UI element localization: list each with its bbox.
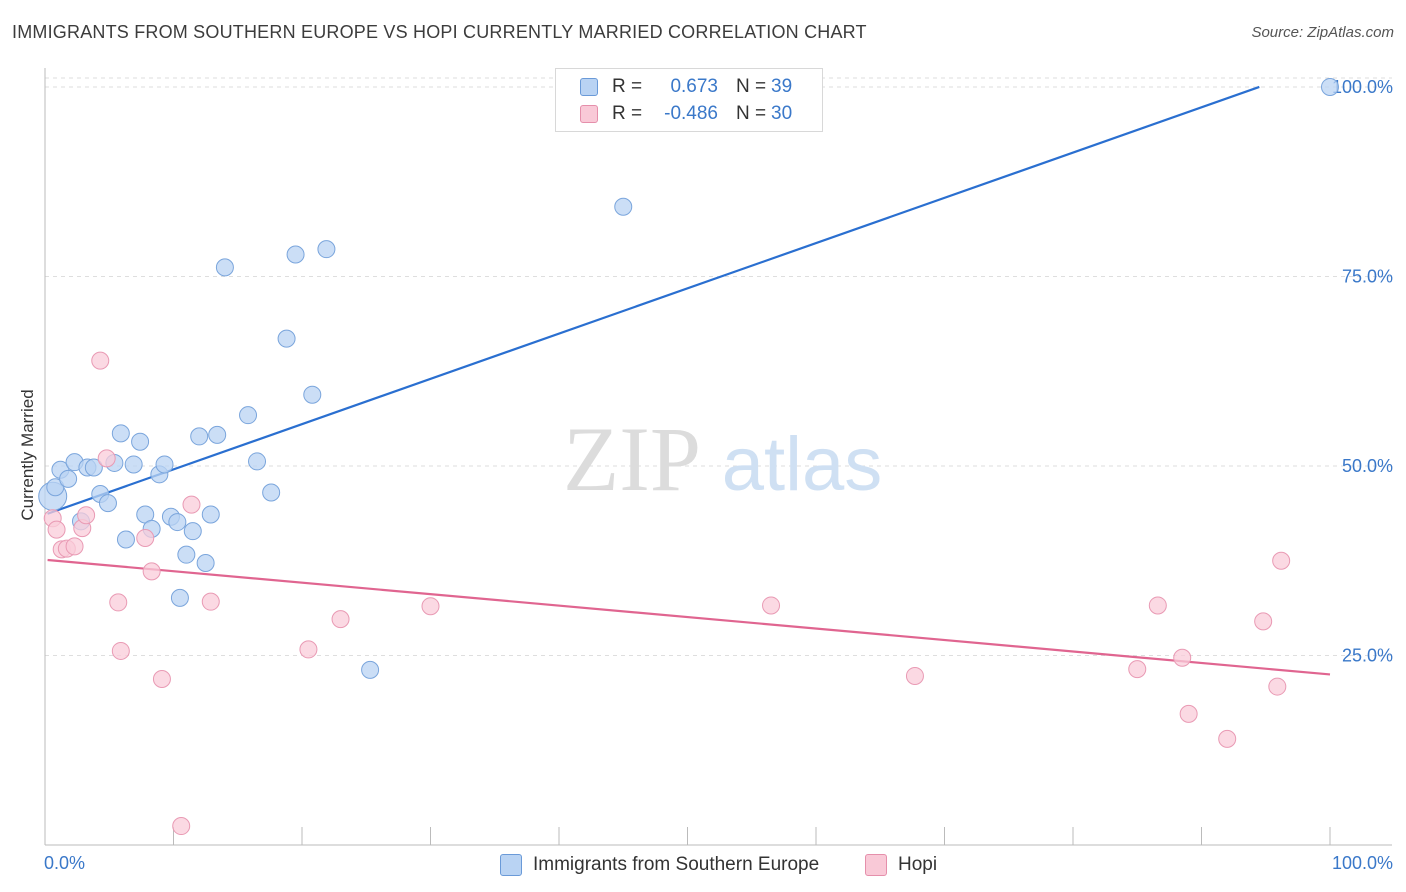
legend-n-value: 30 (771, 103, 793, 124)
watermark-zip: ZIP (563, 408, 701, 510)
watermark-atlas: atlas (722, 422, 883, 507)
legend-swatch-pink (865, 854, 887, 876)
x-tick-label: 100.0% (1332, 853, 1393, 873)
data-point-blue (277, 329, 296, 348)
data-point-blue (361, 660, 380, 679)
data-point-blue (59, 469, 78, 488)
y-tick-label: 50.0% (1342, 456, 1393, 476)
data-point-blue (196, 554, 215, 573)
x-tick-label: 0.0% (44, 853, 85, 873)
legend-r-label: R = (612, 76, 643, 97)
legend-label-hopi: Hopi (898, 854, 938, 875)
data-point-blue (170, 588, 189, 607)
y-tick-label: 25.0% (1342, 645, 1393, 665)
data-point-blue (84, 458, 103, 477)
data-point-blue (46, 478, 65, 497)
data-point-blue (215, 258, 234, 277)
data-point-pink (142, 562, 161, 581)
tick-labels: 25.0% 50.0% 75.0% 100.0% 0.0% 100.0% (44, 77, 1393, 873)
data-point-blue (124, 455, 143, 474)
data-point-blue (208, 425, 227, 444)
legend-r-label: R = (612, 103, 643, 124)
legend-n-label: N = (736, 76, 767, 97)
source-label: Source: ZipAtlas.com (1251, 24, 1394, 41)
legend-n-label: N = (736, 103, 767, 124)
data-point-blue (131, 432, 150, 451)
data-point-blue (262, 483, 281, 502)
legend-r-value: 0.673 (670, 76, 718, 97)
y-tick-label: 75.0% (1342, 266, 1393, 286)
y-tick-label: 100.0% (1332, 77, 1393, 97)
legend-r-value: -0.486 (664, 103, 718, 124)
data-point-blue (1321, 77, 1339, 96)
data-point-pink (299, 640, 318, 659)
data-point-pink (136, 528, 155, 547)
data-point-blue (201, 505, 220, 524)
data-point-pink (1173, 648, 1192, 667)
grid-lines (45, 77, 1392, 656)
data-point-pink (65, 537, 84, 556)
legend-row-blue: R = 0.673 N = 39 (556, 74, 822, 100)
data-point-blue (190, 427, 209, 446)
data-point-pink (421, 597, 440, 616)
trend-lines (47, 85, 1331, 676)
chart-title: IMMIGRANTS FROM SOUTHERN EUROPE VS HOPI … (12, 22, 867, 42)
data-point-blue (155, 455, 174, 474)
legend-n-value: 39 (771, 76, 793, 97)
data-point-pink (201, 592, 220, 611)
data-point-pink (1179, 704, 1198, 723)
data-points (38, 77, 1339, 836)
correlation-legend: R = 0.673 N = 39 R = -0.486 N = 30 (555, 68, 823, 132)
trend-line-blue (47, 85, 1260, 515)
data-point-pink (77, 506, 96, 525)
data-point-pink (152, 669, 171, 688)
data-point-pink (91, 351, 110, 370)
data-point-blue (168, 513, 187, 532)
data-point-blue (98, 494, 117, 513)
legend-label-southern-europe: Immigrants from Southern Europe (533, 854, 820, 875)
data-point-pink (1218, 729, 1237, 748)
data-point-pink (111, 641, 130, 660)
data-point-blue (248, 452, 267, 471)
data-point-pink (1272, 551, 1291, 570)
data-point-blue (303, 385, 322, 404)
data-point-pink (47, 520, 66, 539)
data-point-pink (762, 596, 781, 615)
data-point-pink (172, 817, 191, 836)
series-legend: Immigrants from Southern Europe Hopi (0, 852, 1406, 878)
legend-swatch-pink (580, 105, 598, 123)
legend-row-pink: R = -0.486 N = 30 (556, 101, 822, 127)
data-point-blue (239, 406, 258, 425)
data-point-blue (183, 522, 202, 541)
trend-line-pink (47, 558, 1331, 676)
legend-swatch-blue (500, 854, 522, 876)
data-point-pink (182, 495, 201, 514)
axes (44, 68, 1392, 846)
data-point-pink (331, 610, 350, 629)
data-point-blue (177, 545, 196, 564)
data-point-pink (1148, 596, 1167, 615)
data-point-pink (1128, 660, 1147, 679)
data-point-pink (1268, 677, 1287, 696)
data-point-blue (116, 530, 135, 549)
data-point-blue (286, 245, 305, 264)
data-point-blue (614, 197, 633, 216)
data-point-blue (317, 240, 336, 259)
data-point-pink (109, 593, 128, 612)
data-point-pink (1254, 612, 1273, 631)
legend-swatch-blue (580, 78, 598, 96)
watermark: ZIP atlas (563, 408, 882, 510)
data-point-pink (97, 449, 116, 468)
data-point-blue (111, 424, 130, 443)
data-point-pink (905, 666, 924, 685)
